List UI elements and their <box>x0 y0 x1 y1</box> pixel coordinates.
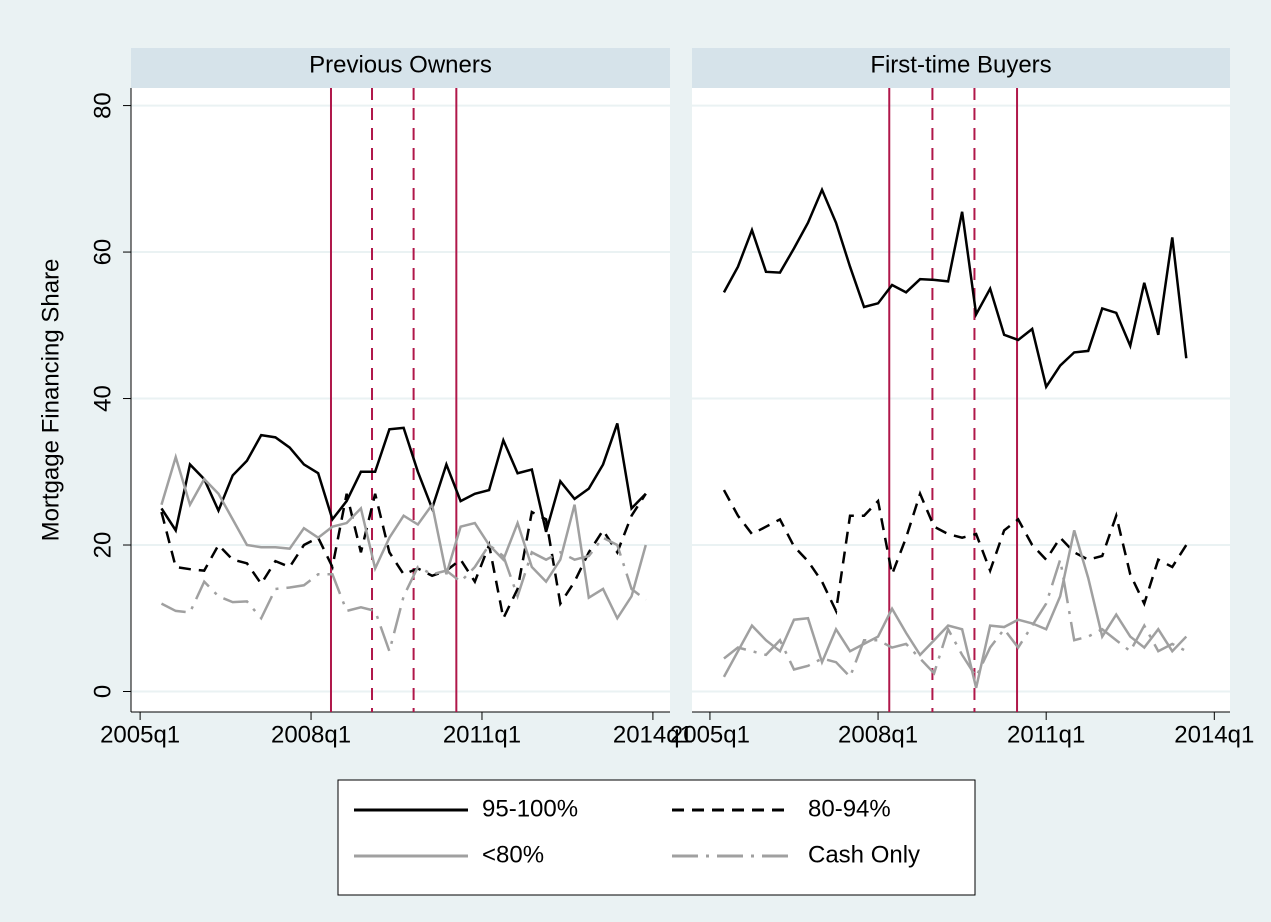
y-axis-label: Mortgage Financing Share <box>37 259 64 542</box>
y-tick-label: 0 <box>89 685 116 698</box>
plot-area <box>692 88 1230 712</box>
series-line <box>160 423 647 534</box>
x-tick-label: 2008q1 <box>271 721 351 748</box>
series-line <box>722 186 1188 390</box>
series-line <box>722 530 1188 689</box>
plot-area <box>131 88 670 712</box>
y-tick-label: 60 <box>89 239 116 266</box>
y-tick-label: 80 <box>89 92 116 119</box>
x-tick-label: 2014q1 <box>613 721 693 748</box>
strip <box>692 48 1230 88</box>
legend-label: <80% <box>482 841 544 868</box>
strip <box>131 48 670 88</box>
panel-title: First-time Buyers <box>870 51 1051 78</box>
series-line <box>722 489 1188 616</box>
series-line <box>160 452 647 621</box>
y-tick-label: 40 <box>89 385 116 412</box>
panel-title: Previous Owners <box>309 51 492 78</box>
x-tick-label: 2011q1 <box>443 721 521 748</box>
series-line <box>723 559 1187 680</box>
x-tick-label: 2005q1 <box>100 721 180 748</box>
legend-label: 80-94% <box>808 795 891 822</box>
x-tick-label: 2005q1 <box>670 721 750 748</box>
y-tick-label: 20 <box>89 532 116 559</box>
legend-label: 95-100% <box>482 795 578 822</box>
series-line <box>160 536 647 656</box>
legend-label: Cash Only <box>808 841 920 868</box>
legend-box <box>337 779 976 896</box>
x-tick-label: 2008q1 <box>838 721 918 748</box>
series-line <box>160 493 647 623</box>
x-tick-label: 2011q1 <box>1007 721 1085 748</box>
x-tick-label: 2014q1 <box>1174 721 1254 748</box>
